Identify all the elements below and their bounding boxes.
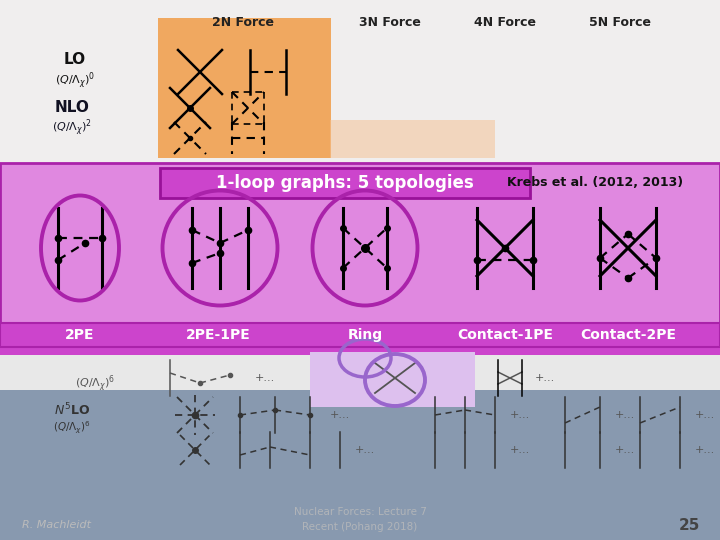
Text: 2PE-1PE: 2PE-1PE <box>186 328 251 342</box>
Text: +...: +... <box>695 445 715 455</box>
Text: 4N Force: 4N Force <box>474 16 536 29</box>
Bar <box>330 120 495 158</box>
Text: +...: +... <box>615 410 635 420</box>
Text: R. Machleidt: R. Machleidt <box>22 520 91 530</box>
Bar <box>0 390 720 540</box>
Bar <box>0 347 720 355</box>
Text: LO: LO <box>64 52 86 68</box>
Text: +...: +... <box>255 373 275 383</box>
Bar <box>0 323 720 347</box>
Text: Ring: Ring <box>348 328 382 342</box>
Text: $(Q/\Lambda_\chi)^6$: $(Q/\Lambda_\chi)^6$ <box>53 420 91 436</box>
Bar <box>160 168 530 198</box>
Text: +...: +... <box>355 445 375 455</box>
Text: +...: +... <box>695 410 715 420</box>
Text: +...: +... <box>535 373 555 383</box>
Text: +...: +... <box>615 445 635 455</box>
Text: Contact-1PE: Contact-1PE <box>457 328 553 342</box>
Text: 2N Force: 2N Force <box>212 16 274 29</box>
Bar <box>310 352 475 407</box>
Text: $(Q/\Lambda_\chi)^2$: $(Q/\Lambda_\chi)^2$ <box>52 117 92 138</box>
Text: $(Q/\Lambda_\chi)^6$: $(Q/\Lambda_\chi)^6$ <box>75 373 115 394</box>
Text: Nuclear Forces: Lecture 7: Nuclear Forces: Lecture 7 <box>294 507 426 517</box>
Bar <box>0 360 720 540</box>
Text: $N^5$LO: $N^5$LO <box>54 402 90 418</box>
Bar <box>158 18 331 158</box>
Text: +...: +... <box>510 445 530 455</box>
Text: Contact-2PE: Contact-2PE <box>580 328 676 342</box>
Text: NLO: NLO <box>55 100 89 116</box>
Text: 2PE: 2PE <box>66 328 95 342</box>
Text: Krebs et al. (2012, 2013): Krebs et al. (2012, 2013) <box>507 177 683 190</box>
Bar <box>0 0 720 340</box>
Bar <box>0 320 720 380</box>
Bar <box>0 347 720 540</box>
Text: Recent (Pohang 2018): Recent (Pohang 2018) <box>302 522 418 532</box>
Text: +...: +... <box>330 410 350 420</box>
Text: +...: +... <box>510 410 530 420</box>
Text: $(Q/\Lambda_\chi)^0$: $(Q/\Lambda_\chi)^0$ <box>55 70 95 91</box>
Text: 25: 25 <box>679 517 700 532</box>
Text: 1-loop graphs: 5 topologies: 1-loop graphs: 5 topologies <box>216 174 474 192</box>
Text: 5N Force: 5N Force <box>589 16 651 29</box>
Text: 3N Force: 3N Force <box>359 16 421 29</box>
Bar <box>0 163 720 347</box>
